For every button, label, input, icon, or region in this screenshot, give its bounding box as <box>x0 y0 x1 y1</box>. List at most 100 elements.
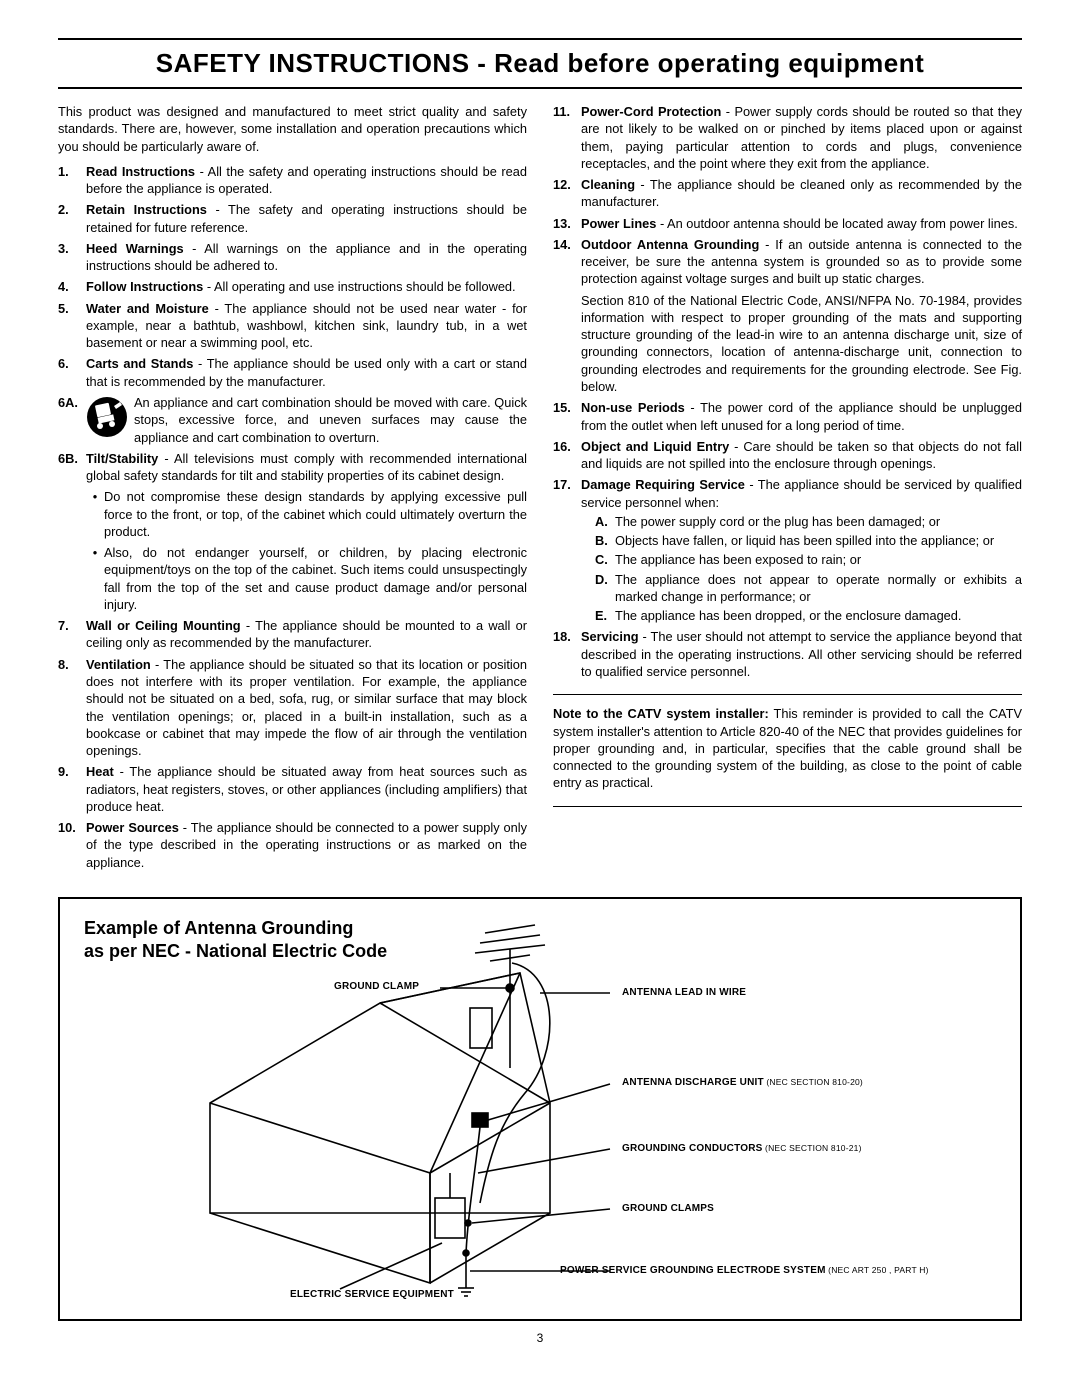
item-18: 18. Servicing - The user should not atte… <box>553 628 1022 680</box>
item-number: 18. <box>553 628 581 680</box>
label-nec: (NEC SECTION 810-20) <box>764 1077 863 1087</box>
label-text: GROUNDING CONDUCTORS <box>622 1143 762 1154</box>
list-item: 12.Cleaning - The appliance should be cl… <box>553 176 1022 211</box>
item-number: 9. <box>58 763 86 815</box>
label-ground-clamps: GROUND CLAMPS <box>622 1203 714 1214</box>
item-lead: Water and Moisture <box>86 301 209 316</box>
intro-paragraph: This product was designed and manufactur… <box>58 103 527 155</box>
item-number: 7. <box>58 617 86 652</box>
sub-label: B. <box>595 532 615 549</box>
sub-letter-item: E.The appliance has been dropped, or the… <box>595 607 1022 624</box>
item-lead: Ventilation <box>86 657 151 672</box>
item-lead: Tilt/Stability <box>86 451 158 466</box>
item-text: - The appliance should be cleaned only a… <box>581 177 1022 209</box>
list-item: 6.Carts and Stands - The appliance shoul… <box>58 355 527 390</box>
item-number: 13. <box>553 215 581 232</box>
item-number: 6A. <box>58 394 86 446</box>
list-item: 1.Read Instructions - All the safety and… <box>58 163 527 198</box>
page-number: 3 <box>58 1331 1022 1345</box>
list-item: 8.Ventilation - The appliance should be … <box>58 656 527 760</box>
item-lead: Power Lines <box>581 216 656 231</box>
list-item: 4.Follow Instructions - All operating an… <box>58 278 527 295</box>
sub-letter-item: B.Objects have fallen, or liquid has bee… <box>595 532 1022 549</box>
sub-label: A. <box>595 513 615 530</box>
item-text: - The appliance should be situated away … <box>86 764 527 814</box>
item-lead: Heed Warnings <box>86 241 184 256</box>
catv-note: Note to the CATV system installer: This … <box>553 705 1022 791</box>
list-item: 10.Power Sources - The appliance should … <box>58 819 527 871</box>
label-antenna-lead: ANTENNA LEAD IN WIRE <box>622 987 746 998</box>
label-text: POWER SERVICE GROUNDING ELECTRODE SYSTEM <box>560 1265 826 1276</box>
item-number: 17. <box>553 476 581 624</box>
item-number: 5. <box>58 300 86 352</box>
item-text: - The appliance should be situated so th… <box>86 657 527 758</box>
sub-label: D. <box>595 571 615 606</box>
sub-bullet: •Do not compromise these design standard… <box>86 488 527 540</box>
grounding-diagram <box>80 913 1000 1303</box>
item-number: 4. <box>58 278 86 295</box>
sub-letter-item: A.The power supply cord or the plug has … <box>595 513 1022 530</box>
item-number: 15. <box>553 399 581 434</box>
item-lead: Servicing <box>581 629 639 644</box>
item-lead: Power-Cord Protection <box>581 104 721 119</box>
item-number: 2. <box>58 201 86 236</box>
item-6a: 6A. <box>58 394 527 446</box>
right-column: 11.Power-Cord Protection - Power supply … <box>553 103 1022 875</box>
list-item: 16.Object and Liquid Entry - Care should… <box>553 438 1022 473</box>
page-title: SAFETY INSTRUCTIONS - Read before operat… <box>58 48 1022 79</box>
bullet-icon: • <box>86 488 104 540</box>
item-number: 10. <box>58 819 86 871</box>
item-lead: Heat <box>86 764 114 779</box>
item-lead: Outdoor Antenna Grounding <box>581 237 759 252</box>
item-number: 14. <box>553 236 581 395</box>
item-number: 8. <box>58 656 86 760</box>
list-item: 13.Power Lines - An outdoor antenna shou… <box>553 215 1022 232</box>
sub-label: C. <box>595 551 615 568</box>
item-number: 6. <box>58 355 86 390</box>
item-number: 3. <box>58 240 86 275</box>
divider <box>553 806 1022 807</box>
item-lead: Retain Instructions <box>86 202 207 217</box>
antenna-grounding-figure: Example of Antenna Grounding as per NEC … <box>58 897 1022 1321</box>
list-item: 7.Wall or Ceiling Mounting - The applian… <box>58 617 527 652</box>
sub-text: The appliance does not appear to operate… <box>615 571 1022 606</box>
item-lead: Follow Instructions <box>86 279 203 294</box>
label-ground-clamp: GROUND CLAMP <box>334 981 419 992</box>
item-text: - An outdoor antenna should be located a… <box>656 216 1017 231</box>
rule-top <box>58 38 1022 40</box>
item-number: 1. <box>58 163 86 198</box>
item-text: - The user should not attempt to service… <box>581 629 1022 679</box>
item-lead: Read Instructions <box>86 164 195 179</box>
item-lead: Power Sources <box>86 820 179 835</box>
two-column-body: This product was designed and manufactur… <box>58 103 1022 875</box>
label-discharge-unit: ANTENNA DISCHARGE UNIT (NEC SECTION 810-… <box>622 1077 863 1088</box>
label-electric-service: ELECTRIC SERVICE EQUIPMENT <box>290 1289 454 1300</box>
item-extra: Section 810 of the National Electric Cod… <box>581 292 1022 396</box>
left-column: This product was designed and manufactur… <box>58 103 527 875</box>
item-lead: Cleaning <box>581 177 635 192</box>
item-lead: Damage Requiring Service <box>581 477 745 492</box>
list-item: 11.Power-Cord Protection - Power supply … <box>553 103 1022 172</box>
item-number: 12. <box>553 176 581 211</box>
label-nec: (NEC SECTION 810-21) <box>762 1143 861 1153</box>
sub-text: Objects have fallen, or liquid has been … <box>615 532 1022 549</box>
sub-letter-item: D.The appliance does not appear to opera… <box>595 571 1022 606</box>
divider <box>553 694 1022 695</box>
item-number: 6B. <box>58 450 86 613</box>
item-lead: Wall or Ceiling Mounting <box>86 618 241 633</box>
item-text: - All operating and use instructions sho… <box>203 279 515 294</box>
item-lead: Non-use Periods <box>581 400 685 415</box>
sub-text: Do not compromise these design standards… <box>104 488 527 540</box>
rule-under-title <box>58 87 1022 89</box>
item-number: 11. <box>553 103 581 172</box>
bullet-icon: • <box>86 544 104 613</box>
note-lead: Note to the CATV system installer: <box>553 706 769 721</box>
label-nec: (NEC ART 250 , PART H) <box>826 1265 929 1275</box>
page: SAFETY INSTRUCTIONS - Read before operat… <box>0 0 1080 1365</box>
sub-label: E. <box>595 607 615 624</box>
list-item: 3.Heed Warnings - All warnings on the ap… <box>58 240 527 275</box>
item-number: 16. <box>553 438 581 473</box>
item-lead: Carts and Stands <box>86 356 193 371</box>
label-text: ANTENNA DISCHARGE UNIT <box>622 1077 764 1088</box>
list-item: 14.Outdoor Antenna Grounding - If an out… <box>553 236 1022 395</box>
